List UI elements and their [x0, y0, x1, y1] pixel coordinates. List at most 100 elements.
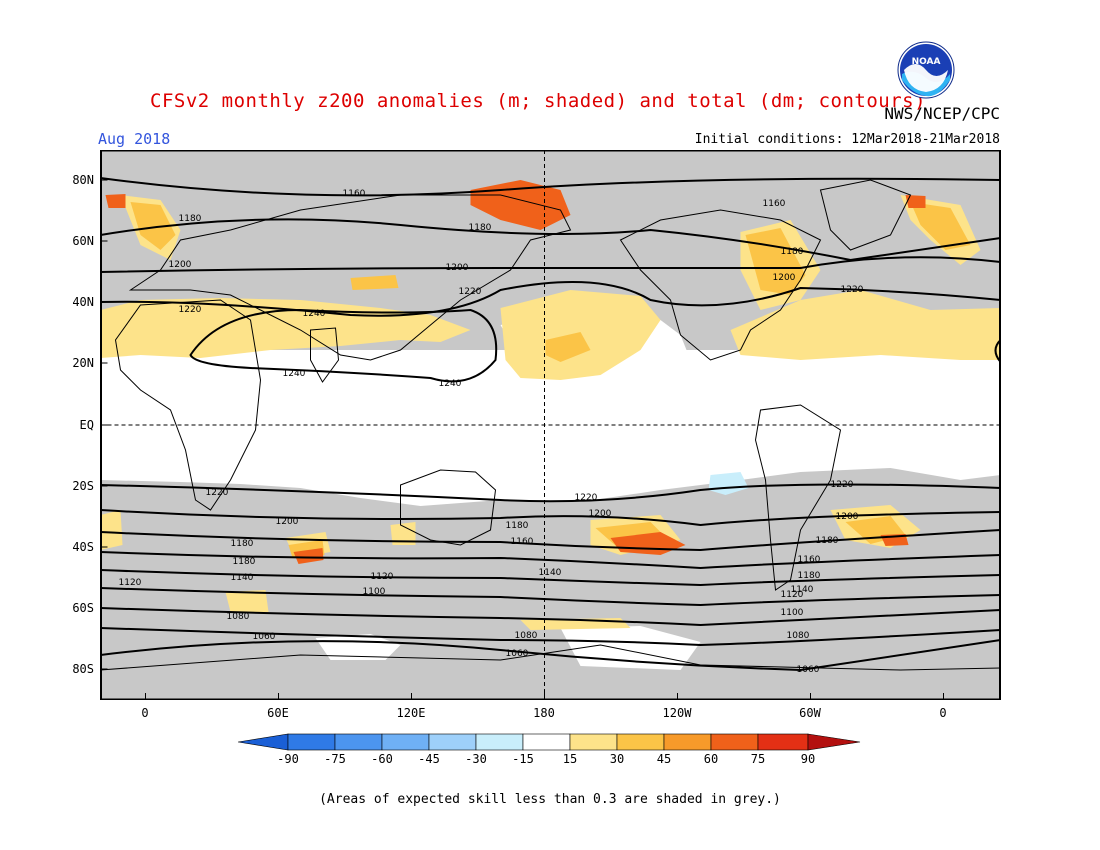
contour-label: 1060: [797, 665, 820, 675]
lat-label-80s: 80S: [72, 662, 94, 676]
colorbar-label: -45: [418, 752, 440, 766]
north-america-outline: [619, 209, 822, 361]
contour-label: 1100: [781, 608, 804, 618]
contour-1180-nh: [100, 218, 1001, 262]
australia-outline: [400, 469, 497, 546]
contour-label: 1160: [798, 555, 821, 565]
africa-outline: [114, 299, 262, 511]
contour-label: 1200: [276, 517, 299, 527]
contour-1180-sh: [100, 529, 1001, 552]
contour-1200-sh: [100, 509, 1001, 527]
colorbar-swatch: [710, 733, 759, 751]
colorbar-label: 45: [656, 752, 672, 766]
contour-1220-sh: [100, 483, 1001, 503]
colorbar: [238, 733, 861, 751]
agency-label: NWS/NCEP/CPC: [884, 104, 1000, 123]
contour-label: 1220: [831, 480, 854, 490]
colorbar-low-arrow: [238, 733, 289, 751]
colorbar-label: 30: [609, 752, 625, 766]
contour-label: 1180: [233, 557, 256, 567]
contour-label: 1140: [539, 568, 562, 578]
lon-label-180: 180: [533, 706, 555, 720]
contour-label: 1140: [231, 573, 254, 583]
anomaly-pacific-core: [545, 332, 591, 362]
anomaly-atlantic: [730, 290, 1001, 360]
lat-label-80n: 80N: [72, 173, 94, 187]
lon-label-0-east: 0: [939, 706, 947, 720]
europe-asia-outline: [128, 194, 572, 361]
contour-label: 1240: [283, 369, 306, 379]
anomaly-africa-south: [100, 510, 123, 550]
colorbar-swatch: [287, 733, 336, 751]
contour-label: 1220: [459, 287, 482, 297]
contour-label: 1220: [179, 305, 202, 315]
contour-1240-nh: [189, 308, 498, 383]
map-panel: 1160 1180 1180 1160 1180 1200 1200 1200 …: [100, 150, 1001, 700]
lon-label-0: 0: [141, 706, 149, 720]
noaa-logo: NOAA: [897, 41, 955, 99]
contour-label: 1180: [816, 536, 839, 546]
contour-label: 1160: [511, 537, 534, 547]
contour-label: 1240: [303, 309, 326, 319]
contour-label: 1060: [253, 632, 276, 642]
contour-label: 1240: [439, 379, 462, 389]
colorbar-label: -15: [512, 752, 534, 766]
noaa-logo-text: NOAA: [912, 57, 941, 67]
contour-label: 1180: [179, 214, 202, 224]
contour-label: 1220: [841, 285, 864, 295]
contour-1060-sh: [100, 639, 1001, 672]
lat-label-60s: 60S: [72, 601, 94, 615]
contour-1080-sh: [100, 627, 1001, 647]
colorbar-label: 90: [800, 752, 816, 766]
contour-label: 1120: [371, 572, 394, 582]
chart-title: CFSv2 monthly z200 anomalies (m; shaded)…: [150, 90, 927, 112]
colorbar-swatch: [663, 733, 712, 751]
colorbar-label: -75: [324, 752, 346, 766]
contour-label: 1180: [506, 521, 529, 531]
contour-label: 1200: [169, 260, 192, 270]
contour-label: 1200: [773, 273, 796, 283]
south-america-outline: [754, 404, 842, 591]
lon-label-60w: 60W: [799, 706, 821, 720]
contour-labels: 1160 1180 1180 1160 1180 1200 1200 1200 …: [119, 189, 864, 675]
colorbar-label: 75: [750, 752, 766, 766]
contour-1160-nh: [100, 177, 1001, 197]
anomaly-australia-south: [390, 522, 416, 545]
height-contours: [100, 177, 1001, 672]
colorbar-swatch: [381, 733, 430, 751]
colorbar-swatch: [616, 733, 665, 751]
contour-label: 1220: [206, 488, 229, 498]
contour-1140-sh: [100, 569, 1001, 587]
lat-label-20n: 20N: [72, 356, 94, 370]
colorbar-high-arrow: [807, 733, 861, 751]
anomaly-arctic-strong: [905, 195, 926, 208]
lat-label-60n: 60N: [72, 234, 94, 248]
anomaly-arctic-core: [910, 202, 971, 250]
contour-label: 1080: [515, 631, 538, 641]
contour-label: 1160: [763, 199, 786, 209]
forecast-month: Aug 2018: [98, 130, 171, 148]
colorbar-label: 15: [562, 752, 578, 766]
colorbar-label: -90: [277, 752, 299, 766]
skill-footnote: (Areas of expected skill less than 0.3 a…: [319, 792, 781, 807]
tropical-white-band: [100, 350, 1001, 506]
colorbar-swatch: [757, 733, 809, 751]
contour-label: 1140: [791, 585, 814, 595]
lat-label-40s: 40S: [72, 540, 94, 554]
contour-label: 1220: [575, 493, 598, 503]
contour-label: 1160: [343, 189, 366, 199]
anomaly-bering-strong: [470, 180, 571, 230]
contour-1200-nh: [100, 256, 1001, 273]
contour-label: 1180: [231, 539, 254, 549]
axis-ticks: [100, 179, 944, 700]
colorbar-swatch: [334, 733, 383, 751]
contour-label: 1180: [469, 223, 492, 233]
continent-outlines: [100, 179, 1001, 671]
colorbar-label: -30: [465, 752, 487, 766]
contour-1160-sh: [100, 551, 1001, 570]
colorbar-label: -60: [371, 752, 393, 766]
colorbar-swatch: [475, 733, 524, 751]
contour-label: 1180: [781, 247, 804, 257]
anomaly-europe-core: [130, 202, 176, 250]
lat-label-40n: 40N: [72, 295, 94, 309]
